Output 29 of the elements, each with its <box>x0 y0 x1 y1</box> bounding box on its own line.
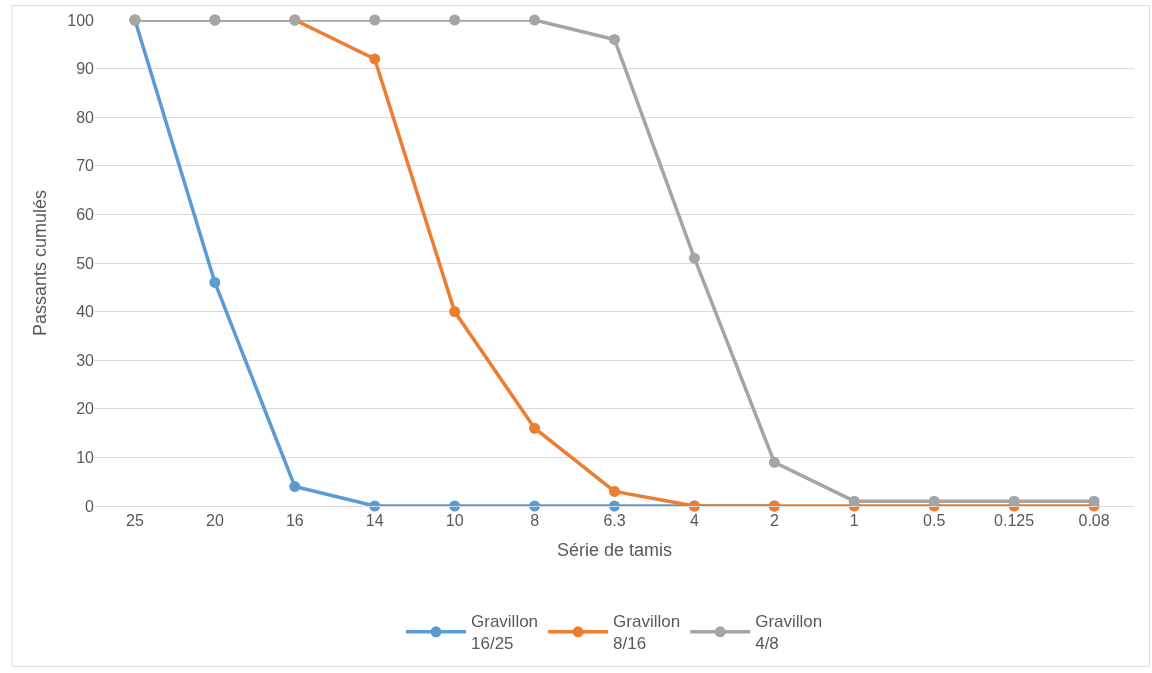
x-tick-label: 16 <box>285 512 304 530</box>
y-axis-title: Passants cumulés <box>30 189 51 337</box>
y-tick-label: 50 <box>76 254 95 272</box>
x-tick-label: 0.08 <box>1078 512 1110 530</box>
y-tick-label: 90 <box>76 60 95 78</box>
y-tick-label: 60 <box>76 206 95 223</box>
legend-label: Gravillon 16/25 <box>471 612 539 654</box>
y-tick-label: 20 <box>76 400 95 418</box>
legend-label: Gravillon 8/16 <box>613 612 681 654</box>
x-axis-title: Série de tamis <box>556 540 673 561</box>
x-tick-label: 0.125 <box>994 512 1035 530</box>
x-tick-label: 14 <box>365 512 384 530</box>
x-tick-label: 25 <box>126 512 144 530</box>
y-tick-label: 70 <box>76 157 95 175</box>
x-tick-label: 20 <box>205 512 224 530</box>
y-tick-label: 30 <box>76 351 95 369</box>
y-tick-label: 10 <box>76 449 95 466</box>
y-tick-label: 0 <box>85 497 95 515</box>
y-tick-label: 40 <box>76 303 95 321</box>
x-tick-label: 6.3 <box>603 512 626 530</box>
x-tick-label: 1 <box>849 512 859 530</box>
y-tick-label: 80 <box>76 108 95 126</box>
y-tick-label: 100 <box>67 11 95 29</box>
legend-label: Gravillon 4/8 <box>755 612 823 654</box>
x-tick-label: 8 <box>530 512 540 530</box>
x-tick-label: 0.5 <box>923 512 946 530</box>
x-tick-label: 4 <box>689 512 699 530</box>
x-tick-label: 10 <box>445 512 464 530</box>
x-tick-label: 2 <box>769 512 779 530</box>
